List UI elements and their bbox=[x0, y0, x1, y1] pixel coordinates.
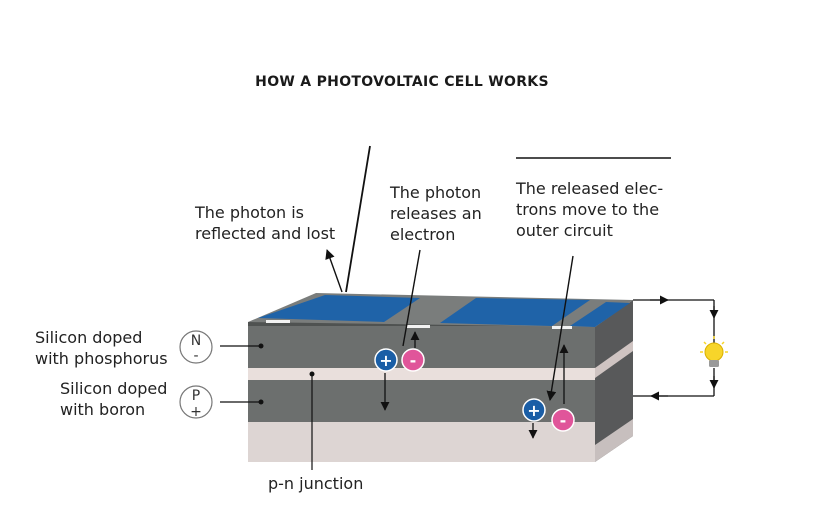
electron-particle-top: - bbox=[401, 348, 425, 372]
hole-particle-bottom: + bbox=[522, 398, 546, 422]
n-type-symbol: N - bbox=[179, 330, 213, 364]
light-bulb-icon bbox=[700, 336, 728, 367]
hole-particle-top: + bbox=[374, 348, 398, 372]
incoming-photon-ray bbox=[345, 145, 371, 293]
right-face-junction-band bbox=[595, 341, 633, 378]
electron-sign: - bbox=[560, 411, 567, 430]
hole-sign: + bbox=[527, 401, 540, 420]
n-sign: - bbox=[193, 348, 198, 364]
label-n-layer-line2: with phosphorus bbox=[35, 349, 168, 368]
label-releases-line3: electron bbox=[390, 225, 455, 244]
label-pn-junction: p-n junction bbox=[268, 474, 363, 493]
label-releases-line2: releases an bbox=[390, 204, 482, 223]
cell-right-face bbox=[595, 300, 633, 462]
photon-ray-releasing bbox=[402, 249, 421, 347]
solar-cell-block bbox=[248, 293, 633, 462]
contact-strip bbox=[266, 320, 290, 323]
junction-band-front bbox=[248, 368, 595, 380]
hole-sign: + bbox=[379, 351, 392, 370]
p-sign: + bbox=[190, 404, 202, 420]
right-face-base-band bbox=[595, 419, 633, 462]
p-layer-dot bbox=[258, 399, 264, 405]
label-moves-line1: The released elec- bbox=[515, 179, 663, 198]
photon-ray-deep bbox=[546, 255, 574, 401]
electron-sign: - bbox=[410, 351, 417, 370]
diagram-title: HOW A PHOTOVOLTAIC CELL WORKS bbox=[255, 74, 549, 90]
n-layer-dot bbox=[258, 343, 264, 349]
label-moves-line3: outer circuit bbox=[516, 221, 613, 240]
label-releases-line1: The photon bbox=[389, 183, 481, 202]
p-letter: P bbox=[192, 388, 200, 404]
electron-particle-bottom: - bbox=[551, 408, 575, 432]
label-reflected-line1: The photon is bbox=[194, 203, 304, 222]
blue-panel-middle bbox=[440, 298, 590, 326]
blue-panel-right bbox=[570, 302, 630, 327]
label-moves-line2: trons move to the bbox=[516, 200, 659, 219]
label-n-layer-line1: Silicon doped bbox=[35, 328, 142, 347]
outer-circuit bbox=[633, 295, 719, 401]
label-reflected-line2: reflected and lost bbox=[195, 224, 335, 243]
p-type-symbol: P + bbox=[179, 385, 213, 420]
label-p-layer-line2: with boron bbox=[60, 400, 145, 419]
label-p-layer-line1: Silicon doped bbox=[60, 379, 167, 398]
n-letter: N bbox=[191, 333, 201, 349]
contact-strip bbox=[406, 325, 430, 328]
reflected-photon-arrow bbox=[325, 249, 343, 293]
blue-panel-left bbox=[258, 295, 420, 322]
base-band-front bbox=[248, 422, 595, 462]
